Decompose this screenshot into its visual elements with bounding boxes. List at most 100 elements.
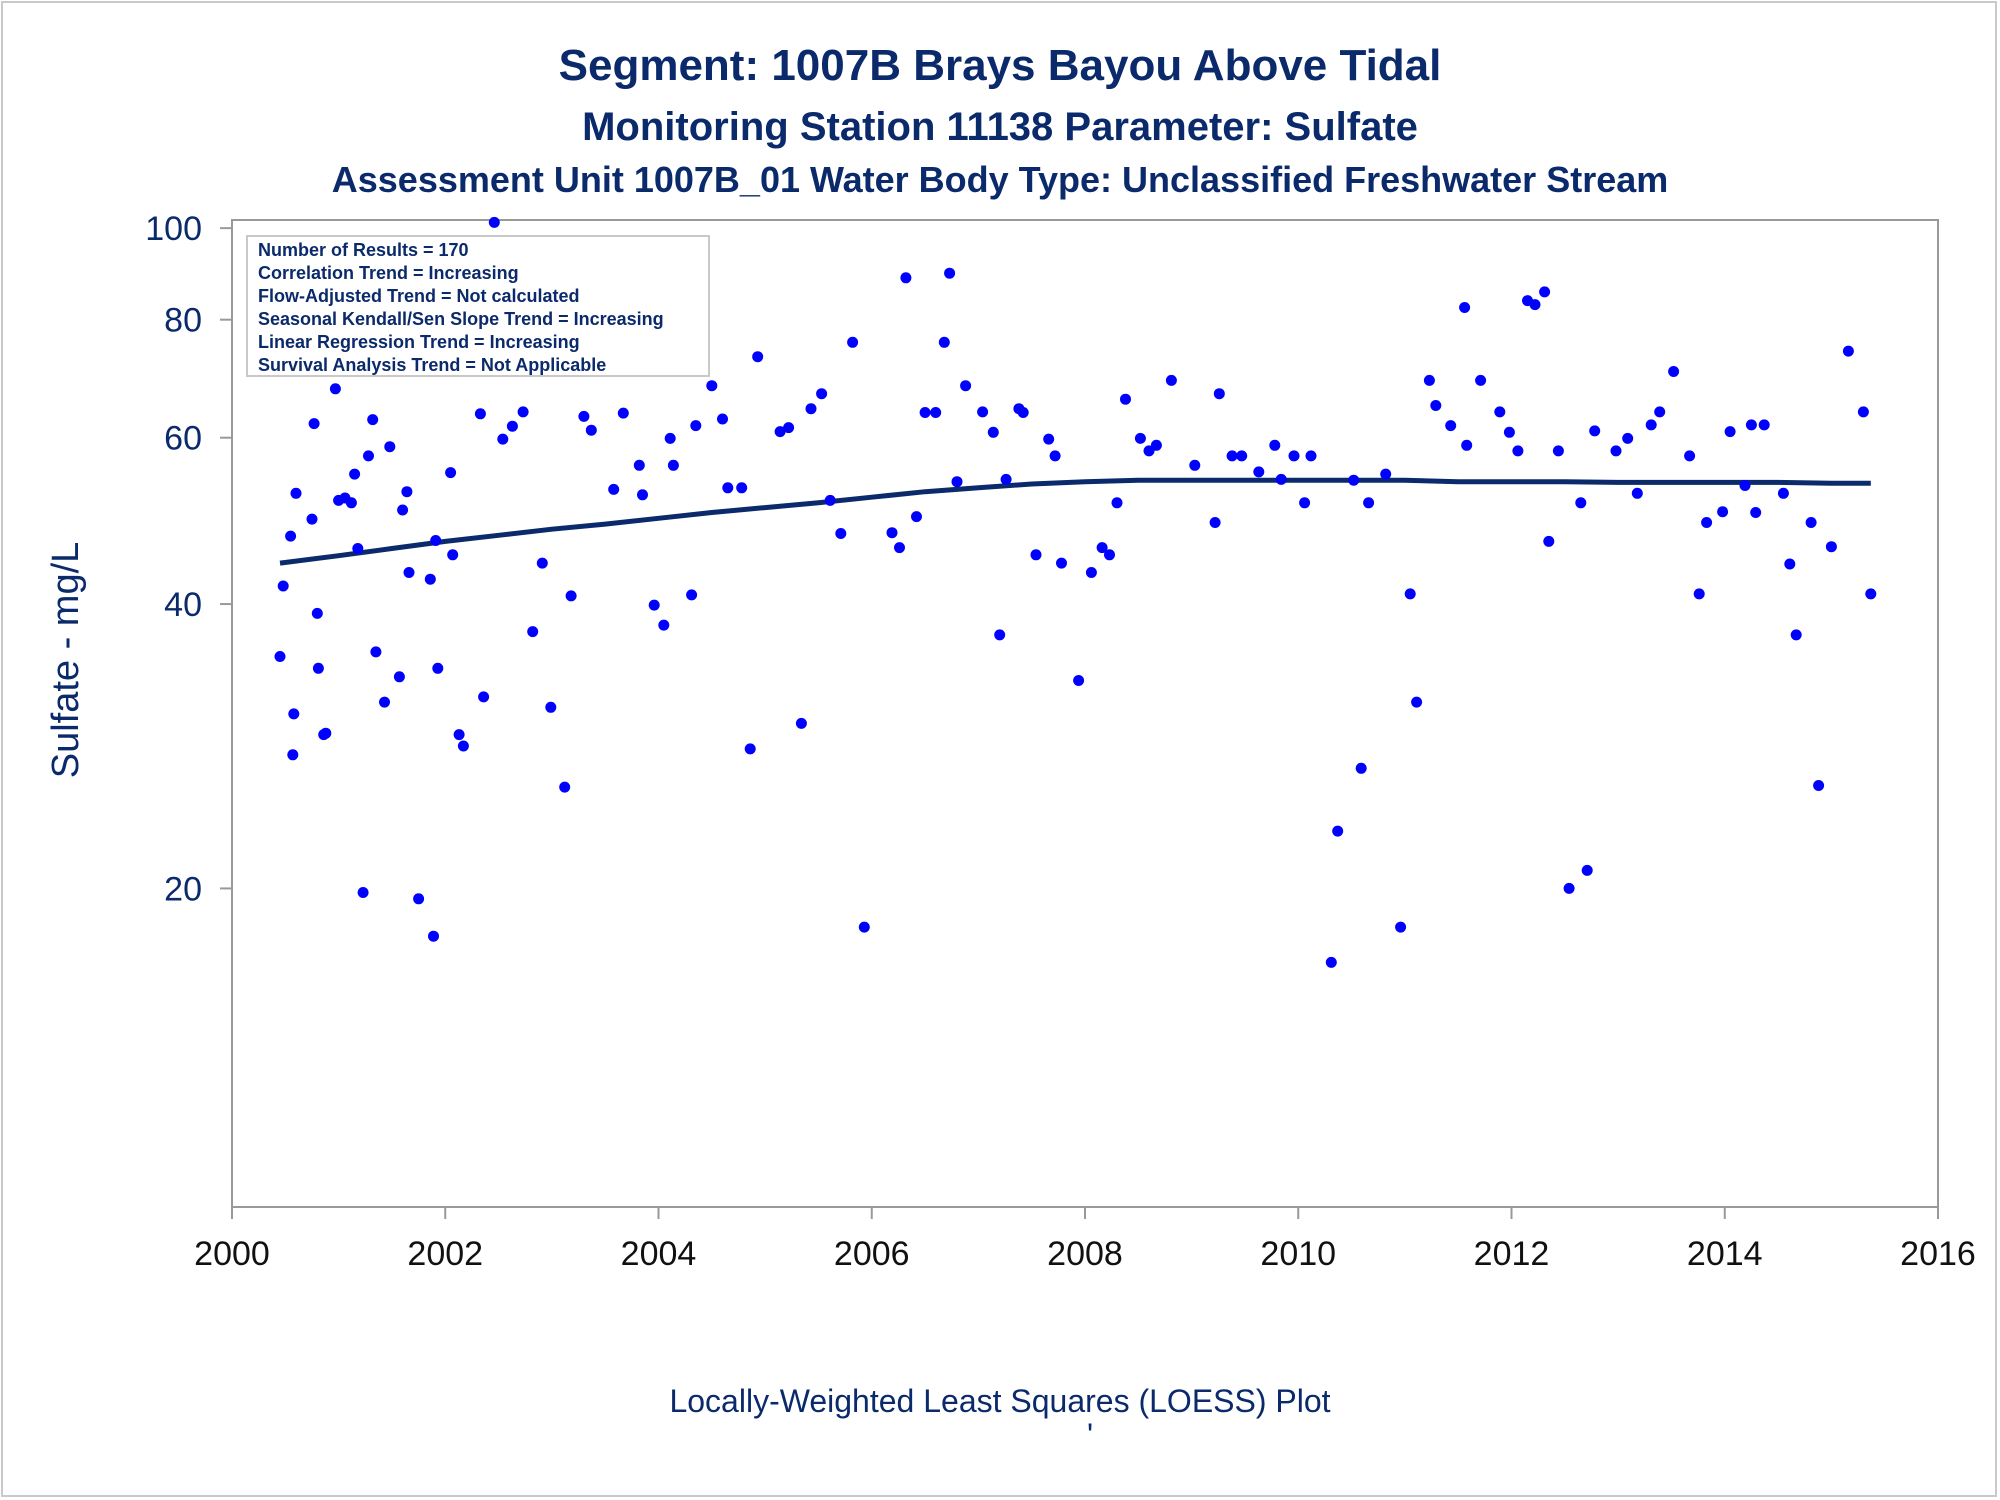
- data-point: [1332, 825, 1344, 837]
- data-point: [1865, 588, 1877, 600]
- inset-line-5: Linear Regression Trend = Increasing: [258, 332, 580, 352]
- data-point: [774, 426, 786, 438]
- data-point: [1288, 450, 1300, 462]
- chart-title: Segment: 1007B Brays Bayou Above Tidal: [559, 41, 1442, 90]
- data-point: [447, 549, 459, 561]
- data-point: [919, 407, 931, 418]
- points-layer: [274, 216, 1877, 968]
- data-point: [478, 691, 490, 703]
- data-point: [894, 542, 905, 554]
- data-point: [690, 420, 702, 432]
- data-point: [445, 467, 457, 479]
- data-point: [1552, 445, 1564, 457]
- data-point: [545, 701, 557, 713]
- data-point: [847, 336, 859, 348]
- data-point: [585, 424, 597, 436]
- data-point: [1857, 406, 1869, 418]
- data-point: [474, 408, 486, 420]
- data-point: [428, 930, 439, 942]
- data-point: [1380, 468, 1392, 480]
- data-point: [1363, 497, 1375, 509]
- data-point: [1745, 419, 1757, 431]
- data-point: [1581, 864, 1593, 876]
- data-point: [527, 626, 539, 638]
- data-point: [1236, 450, 1248, 462]
- data-point: [397, 504, 409, 516]
- data-point: [1120, 393, 1131, 405]
- data-point: [1253, 466, 1265, 478]
- inset-line-3: Flow-Adjusted Trend = Not calculated: [258, 286, 580, 306]
- data-point: [1503, 426, 1515, 438]
- data-point: [722, 482, 734, 494]
- data-point: [288, 708, 300, 720]
- data-point: [1575, 497, 1587, 509]
- data-point: [1111, 497, 1123, 509]
- data-point: [1096, 542, 1108, 554]
- data-point: [1445, 420, 1457, 432]
- data-point: [357, 887, 369, 898]
- data-point: [824, 494, 836, 506]
- data-point: [608, 483, 620, 495]
- data-point: [363, 450, 374, 462]
- data-point: [403, 567, 415, 578]
- data-point: [1305, 450, 1317, 462]
- data-point: [287, 749, 299, 761]
- data-point: [1411, 696, 1423, 708]
- x-tick-label: 2002: [407, 1235, 483, 1273]
- data-point: [667, 459, 679, 471]
- data-point: [393, 671, 405, 683]
- data-point: [1750, 507, 1762, 518]
- data-point: [1269, 439, 1281, 451]
- x-tick-label: 2006: [834, 1235, 910, 1273]
- data-point: [736, 482, 748, 494]
- data-point: [1668, 366, 1680, 377]
- data-point: [987, 426, 999, 438]
- data-point: [536, 557, 548, 569]
- data-point: [1000, 473, 1012, 485]
- data-point: [453, 729, 465, 741]
- data-point: [1461, 439, 1473, 451]
- data-point: [384, 441, 396, 453]
- data-point: [1784, 558, 1796, 570]
- data-point: [752, 351, 764, 363]
- data-point: [401, 486, 413, 498]
- data-point: [1404, 588, 1416, 600]
- data-point: [1213, 388, 1225, 400]
- data-point: [795, 717, 807, 729]
- data-point: [488, 216, 500, 228]
- inset-line-1: Number of Results = 170: [258, 240, 469, 260]
- data-point: [637, 489, 648, 501]
- x-tick-label: 2016: [1900, 1235, 1976, 1273]
- data-point: [1842, 345, 1854, 357]
- data-point: [1813, 780, 1825, 791]
- data-point: [1693, 588, 1705, 600]
- data-point: [1739, 480, 1751, 491]
- inset-line-6: Survival Analysis Trend = Not Applicable: [258, 355, 606, 375]
- y-tick-label: 100: [145, 210, 202, 248]
- data-point: [1654, 406, 1666, 418]
- data-point: [349, 468, 361, 480]
- data-point: [1825, 541, 1837, 553]
- data-point: [744, 743, 756, 755]
- footnote-mark: ': [1087, 1417, 1093, 1453]
- data-point: [1805, 517, 1817, 528]
- data-point: [1645, 419, 1657, 431]
- chart-subtitle: Monitoring Station 11138 Parameter: Sulf…: [582, 105, 1418, 149]
- y-axis: 20 40 60 80 100: [145, 210, 232, 908]
- data-point: [1459, 302, 1471, 313]
- data-point: [938, 336, 950, 348]
- data-point: [1056, 557, 1067, 569]
- data-point: [658, 619, 670, 631]
- data-point: [413, 893, 425, 905]
- x-tick-label: 2010: [1260, 1235, 1336, 1273]
- data-point: [930, 407, 942, 418]
- data-point: [617, 407, 629, 419]
- data-point: [367, 414, 379, 426]
- data-point: [1150, 439, 1162, 451]
- data-point: [1395, 921, 1407, 933]
- y-tick-label: 20: [164, 870, 202, 908]
- data-point: [706, 380, 718, 392]
- data-point: [290, 487, 302, 499]
- data-point: [1631, 487, 1643, 499]
